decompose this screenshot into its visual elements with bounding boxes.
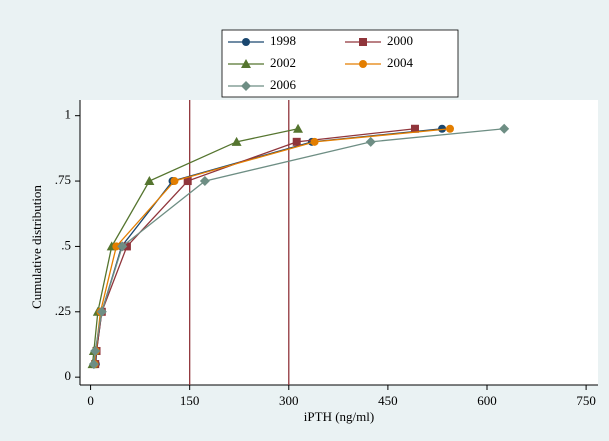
y-axis-title: Cumulative distribution xyxy=(29,185,44,309)
legend-label: 2000 xyxy=(387,33,413,48)
y-tick-label: .25 xyxy=(55,303,71,318)
plot-area xyxy=(80,100,598,385)
marker xyxy=(170,177,179,186)
marker xyxy=(292,137,301,146)
marker xyxy=(90,346,101,357)
y-tick-label: .5 xyxy=(61,237,71,252)
x-tick-label: 300 xyxy=(279,393,299,408)
marker xyxy=(359,60,367,68)
marker xyxy=(359,38,367,46)
x-axis-title: iPTH (ng/ml) xyxy=(304,409,374,424)
marker xyxy=(446,124,454,133)
legend-label: 2006 xyxy=(270,77,297,92)
marker xyxy=(365,136,376,147)
marker xyxy=(231,136,242,146)
x-tick-label: 450 xyxy=(378,393,398,408)
marker xyxy=(310,137,319,146)
marker xyxy=(144,176,155,186)
marker xyxy=(499,123,510,134)
y-tick-label: 1 xyxy=(65,107,72,122)
marker xyxy=(241,81,251,91)
marker xyxy=(242,38,250,46)
marker xyxy=(438,124,447,133)
marker xyxy=(293,123,304,133)
marker xyxy=(183,177,192,186)
marker xyxy=(117,241,128,252)
marker xyxy=(410,124,419,133)
x-tick-label: 0 xyxy=(87,393,94,408)
legend-label: 1998 xyxy=(270,33,296,48)
marker xyxy=(241,59,251,68)
x-tick-label: 150 xyxy=(180,393,200,408)
legend-label: 2004 xyxy=(387,55,414,70)
marker xyxy=(96,306,107,317)
marker xyxy=(199,176,210,187)
marker xyxy=(88,359,99,370)
marker xyxy=(112,242,121,251)
x-tick-label: 600 xyxy=(477,393,497,408)
x-tick-label: 750 xyxy=(576,393,596,408)
y-tick-label: .75 xyxy=(55,172,71,187)
legend-label: 2002 xyxy=(270,55,296,70)
y-tick-label: 0 xyxy=(65,368,72,383)
